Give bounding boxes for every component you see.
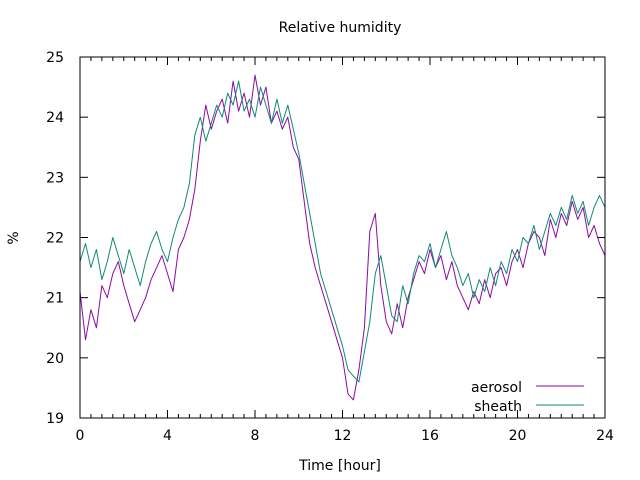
x-tick-label: 0: [76, 428, 85, 444]
y-tick-label: 25: [46, 50, 64, 66]
y-tick-label: 19: [46, 411, 64, 427]
legend-label-sheath: sheath: [474, 399, 522, 415]
y-axis-label: %: [6, 231, 22, 244]
x-tick-label: 4: [163, 428, 172, 444]
series-line-aerosol: [79, 74, 606, 401]
y-tick-label: 22: [46, 231, 64, 247]
legend: aerosol sheath: [471, 380, 584, 415]
series-line-sheath: [79, 80, 606, 383]
y-tick-label: 24: [46, 110, 64, 126]
x-axis-label: Time [hour]: [298, 458, 381, 474]
chart-title: Relative humidity: [279, 20, 402, 36]
y-tick-label: 23: [46, 170, 64, 186]
y-tick-label: 20: [46, 351, 64, 367]
axis-tick-labels: 0 4 8 12 16 20 24 19 20 21 22 23 24 25: [46, 50, 614, 444]
x-tick-label: 12: [334, 428, 352, 444]
x-tick-label: 16: [421, 428, 439, 444]
series-lines: [79, 74, 606, 401]
plot-frame: [79, 56, 606, 419]
x-tick-label: 20: [509, 428, 527, 444]
x-tick-label: 8: [251, 428, 260, 444]
x-tick-label: 24: [596, 428, 614, 444]
legend-label-aerosol: aerosol: [471, 380, 522, 396]
y-tick-label: 21: [46, 291, 64, 307]
